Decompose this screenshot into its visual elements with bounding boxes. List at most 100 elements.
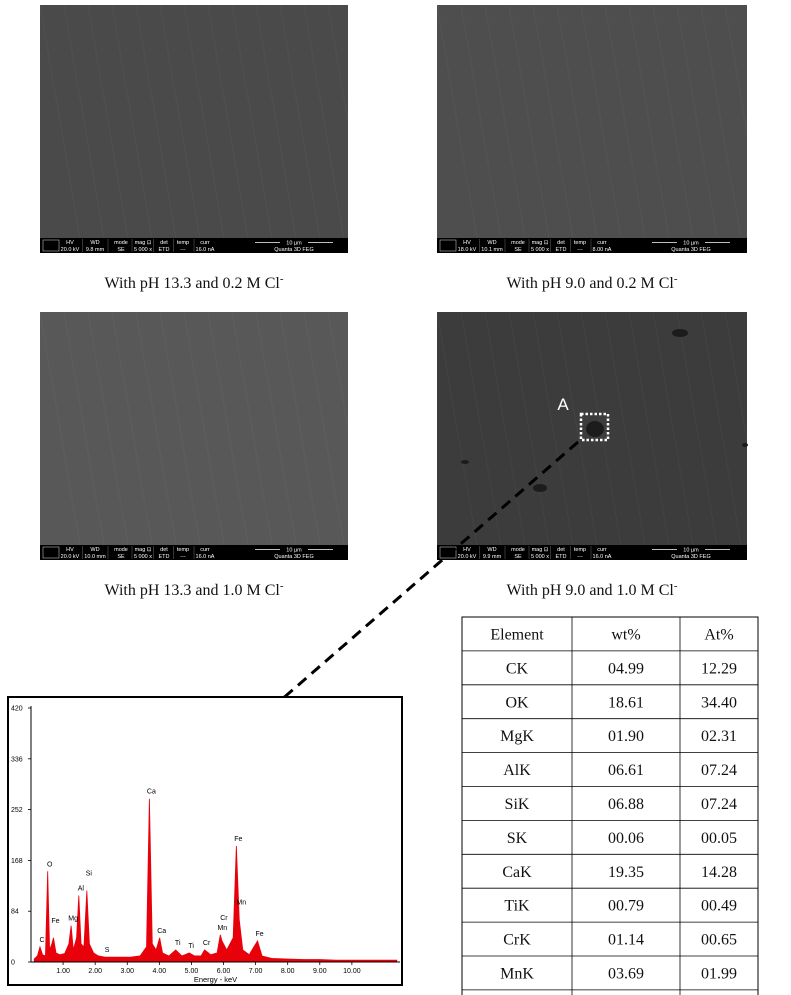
- texture: [63, 4, 105, 239]
- table-cell: SK: [507, 830, 528, 847]
- texture: [676, 311, 718, 546]
- texture: [87, 311, 129, 546]
- texture: [508, 4, 550, 239]
- texture: [484, 4, 526, 239]
- texture: [460, 311, 502, 546]
- table-cell: CaK: [502, 864, 532, 881]
- texture: [580, 4, 622, 239]
- table-cell: 07.24: [701, 796, 737, 813]
- sem-label: curr: [597, 240, 607, 246]
- table-cell: 00.05: [701, 830, 737, 847]
- sem-label: WD: [90, 240, 99, 246]
- sem-label: WD: [487, 547, 496, 553]
- sem-label: mode: [114, 240, 128, 246]
- texture: [231, 4, 273, 239]
- table-cell: 19.35: [608, 864, 644, 881]
- table-cell: 06.61: [608, 762, 644, 779]
- sem-value: 16.0 nA: [196, 554, 215, 560]
- table-cell: MnK: [500, 965, 534, 982]
- y-tick-label: 252: [11, 807, 23, 814]
- texture: [532, 311, 574, 546]
- sem-value: 20.0 kV: [61, 554, 80, 560]
- texture: [556, 311, 598, 546]
- sem-label: curr: [597, 547, 607, 553]
- x-tick-label: 5.00: [185, 968, 199, 975]
- texture: [279, 311, 321, 546]
- instrument: Quanta 3D FEG: [671, 247, 710, 253]
- sem-value: 8.00 nA: [593, 247, 612, 253]
- x-tick-label: 6.00: [217, 968, 231, 975]
- sem-label: HV: [463, 240, 471, 246]
- sem-label: HV: [66, 547, 74, 553]
- sem-logo: [439, 239, 457, 252]
- table-cell: 02.31: [701, 728, 737, 745]
- instrument: Quanta 3D FEG: [671, 554, 710, 560]
- sem-value: 16.0 nA: [593, 554, 612, 560]
- peak-label: Si: [86, 871, 93, 878]
- sem-label: WD: [487, 240, 496, 246]
- caption-text: With pH 9.0 and 0.2 M Cl: [506, 275, 674, 292]
- sem-value: 16.0 nA: [196, 247, 215, 253]
- sem-value: ---: [577, 247, 583, 253]
- sem-value: ETD: [556, 247, 567, 253]
- table-cell: 00.06: [608, 830, 644, 847]
- sem-value: SE: [117, 247, 125, 253]
- caption: With pH 9.0 and 1.0 M Cl-: [506, 580, 677, 599]
- peak-label: Cr: [203, 940, 211, 947]
- texture: [63, 311, 105, 546]
- instrument: Quanta 3D FEG: [274, 247, 313, 253]
- texture: [183, 4, 225, 239]
- sem-bar: [437, 545, 747, 560]
- table-cell: CK: [506, 660, 529, 677]
- table-cell: 34.40: [701, 694, 737, 711]
- sem-label: det: [160, 547, 168, 553]
- texture: [628, 311, 670, 546]
- pit: [586, 421, 604, 437]
- table-cell: 07.24: [701, 762, 737, 779]
- texture: [724, 4, 766, 239]
- table-cell: 03.69: [608, 965, 644, 982]
- x-tick-label: 4.00: [153, 968, 167, 975]
- texture: [255, 311, 297, 546]
- y-tick-label: 336: [11, 756, 23, 763]
- peak-label: Ti: [188, 943, 194, 950]
- x-axis-label: Energy - keV: [194, 975, 237, 984]
- x-tick-label: 3.00: [120, 968, 134, 975]
- sem-value: 5 000 x: [531, 554, 549, 560]
- table-header: At%: [704, 626, 733, 643]
- caption-sup: -: [280, 580, 284, 592]
- sem-value: 9.9 mm: [483, 554, 502, 560]
- sem-label: mode: [114, 547, 128, 553]
- sem-label: HV: [66, 240, 74, 246]
- table-cell: 00.65: [701, 932, 737, 949]
- sem-label: mag ⊡: [135, 240, 152, 246]
- texture: [748, 4, 790, 239]
- table-cell: AlK: [503, 762, 531, 779]
- pit: [533, 484, 547, 492]
- sem-image: [437, 5, 747, 238]
- sem-value: SE: [514, 247, 522, 253]
- texture: [207, 311, 249, 546]
- sem-value: ---: [180, 554, 186, 560]
- peak-label: Ti: [175, 940, 181, 947]
- peak-label: Al: [78, 885, 85, 892]
- sem-logo: [42, 239, 60, 252]
- spectrum: [33, 798, 398, 963]
- peak-label: Mg: [68, 916, 78, 923]
- texture: [532, 4, 574, 239]
- texture: [460, 4, 502, 239]
- texture: [207, 4, 249, 239]
- scale-label: 10 µm: [286, 241, 302, 247]
- peak-label: Cr: [220, 915, 228, 922]
- sem-logo: [42, 546, 60, 559]
- y-tick-label: 0: [11, 960, 15, 967]
- peak-label: Fe: [255, 931, 263, 938]
- texture: [135, 311, 177, 546]
- sem-value: 5 000 x: [134, 247, 152, 253]
- texture: [351, 4, 393, 239]
- texture: [279, 4, 321, 239]
- table-cell: 06.88: [608, 796, 644, 813]
